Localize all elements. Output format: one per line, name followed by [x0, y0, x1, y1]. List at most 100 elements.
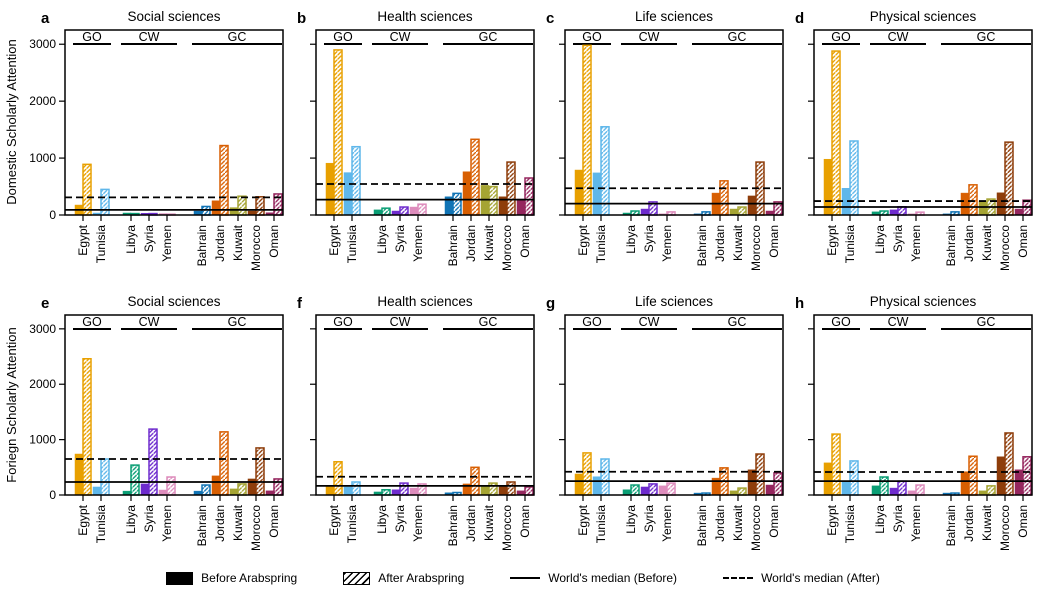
bar-morocco-after — [255, 196, 265, 216]
bar-tunisia-before — [841, 480, 851, 496]
x-tick-label: Jordan — [464, 225, 478, 262]
legend-item-median-after: World's median (After) — [723, 571, 880, 585]
bar-morocco-after — [506, 481, 516, 496]
bar-kuwait-after — [737, 487, 747, 496]
group-label: GC — [977, 315, 996, 329]
group-label: GO — [582, 315, 602, 329]
bar-egypt-before — [574, 169, 584, 216]
x-tick-label: Egypt — [76, 224, 90, 255]
bar-tunisia-before — [592, 172, 602, 216]
subplot-title: Life sciences — [635, 294, 713, 309]
bar-morocco-after — [255, 447, 265, 496]
x-tick-label: Tunisia — [94, 225, 108, 264]
x-tick-label: Bahrain — [695, 505, 709, 546]
x-tick-label: Morocco — [249, 505, 263, 551]
legend-label: Before Arabspring — [201, 571, 298, 585]
bar-jordan-after — [968, 184, 978, 216]
x-tick-label: Morocco — [249, 225, 263, 271]
plot-frame — [315, 314, 535, 496]
subplot-h: h Physical sciences GO CW GC Egypt Tunisia Liby… — [795, 294, 1033, 551]
bar-yemen-after — [417, 203, 427, 216]
subplot-d: d Physical sciences GO CW GC Egypt Tunisia Liby… — [795, 9, 1033, 271]
plot-frame — [64, 29, 284, 216]
plot-frame — [315, 29, 535, 216]
bar-syria-after — [399, 206, 409, 216]
plot-frame — [64, 314, 284, 496]
x-tick-label: Syria — [642, 505, 656, 533]
subplot-g: g Life sciences GO CW GC Egypt Tunisia Libya Syr… — [546, 294, 784, 551]
group-label: CW — [639, 30, 660, 44]
x-tick-label: Tunisia — [94, 505, 108, 544]
x-tick-label: Yemen — [660, 505, 674, 542]
y-tick-label: 1000 — [29, 433, 56, 447]
plot-frame — [564, 29, 784, 216]
x-tick-label: Yemen — [909, 505, 923, 542]
group-label: GO — [333, 315, 353, 329]
bar-kuwait-after — [737, 206, 747, 216]
bar-morocco-before — [996, 192, 1006, 216]
bar-bahrain-after — [452, 192, 462, 216]
bar-libya-before — [622, 489, 632, 496]
x-tick-label: Egypt — [825, 504, 839, 535]
bar-syria-before — [640, 208, 650, 216]
x-tick-label: Tunisia — [843, 225, 857, 264]
bar-kuwait-after — [488, 185, 498, 216]
subplot-title: Social sciences — [127, 9, 220, 24]
x-tick-label: Libya — [873, 505, 887, 534]
legend-label: World's median (After) — [761, 571, 880, 585]
bar-egypt-before — [574, 473, 584, 496]
subplot-title: Physical sciences — [870, 294, 977, 309]
x-tick-label: Syria — [891, 505, 905, 533]
dashed-line-swatch — [723, 577, 754, 579]
bar-kuwait-before — [229, 488, 239, 496]
x-tick-label: Syria — [642, 225, 656, 253]
bar-libya-after — [879, 476, 889, 496]
bar-yemen-after — [915, 484, 925, 496]
x-tick-label: Libya — [375, 505, 389, 534]
group-label: GC — [228, 30, 247, 44]
x-tick-label: Tunisia — [594, 225, 608, 264]
group-label: GO — [831, 30, 851, 44]
group-label: CW — [888, 315, 909, 329]
x-tick-label: Kuwait — [980, 224, 994, 261]
bar-jordan-before — [960, 192, 970, 216]
x-tick-label: Kuwait — [231, 504, 245, 541]
bar-libya-after — [130, 464, 140, 496]
x-tick-label: Egypt — [327, 224, 341, 255]
bar-morocco-after — [1004, 432, 1014, 496]
x-tick-label: Kuwait — [231, 224, 245, 261]
x-tick-label: Jordan — [962, 225, 976, 262]
x-tick-label: Syria — [891, 225, 905, 253]
subplot-f: f Health sciences GO CW GC Egypt Tunisia Libya S… — [297, 294, 535, 551]
x-tick-label: Libya — [624, 225, 638, 254]
bar-syria-after — [897, 205, 907, 216]
x-tick-label: Bahrain — [944, 225, 958, 266]
x-tick-label: Kuwait — [482, 224, 496, 261]
x-tick-label: Morocco — [500, 505, 514, 551]
bar-egypt-after — [333, 49, 343, 216]
x-tick-label: Yemen — [160, 225, 174, 262]
bar-kuwait-before — [729, 208, 739, 216]
bar-kuwait-before — [229, 207, 239, 216]
plot-frame — [564, 314, 784, 496]
bar-egypt-after — [831, 50, 841, 216]
bar-kuwait-after — [237, 195, 247, 216]
bar-jordan-before — [211, 475, 221, 496]
subplot-b: b Health sciences GO CW GC Egypt Tunisia Libya S… — [297, 9, 535, 271]
x-tick-label: Bahrain — [944, 505, 958, 546]
bar-tunisia-after — [849, 460, 859, 496]
bar-tunisia-after — [100, 188, 110, 216]
group-label: CW — [390, 30, 411, 44]
x-tick-label: Syria — [393, 225, 407, 253]
bar-egypt-after — [333, 461, 343, 496]
x-tick-label: Morocco — [500, 225, 514, 271]
bar-kuwait-after — [237, 483, 247, 496]
group-label: GC — [228, 315, 247, 329]
x-tick-label: Tunisia — [345, 225, 359, 264]
bar-jordan-before — [211, 200, 221, 216]
panel-letter: e — [41, 295, 49, 312]
y-tick-label: 0 — [49, 488, 56, 502]
panel-letter: b — [297, 10, 306, 27]
x-tick-label: Yemen — [160, 505, 174, 542]
